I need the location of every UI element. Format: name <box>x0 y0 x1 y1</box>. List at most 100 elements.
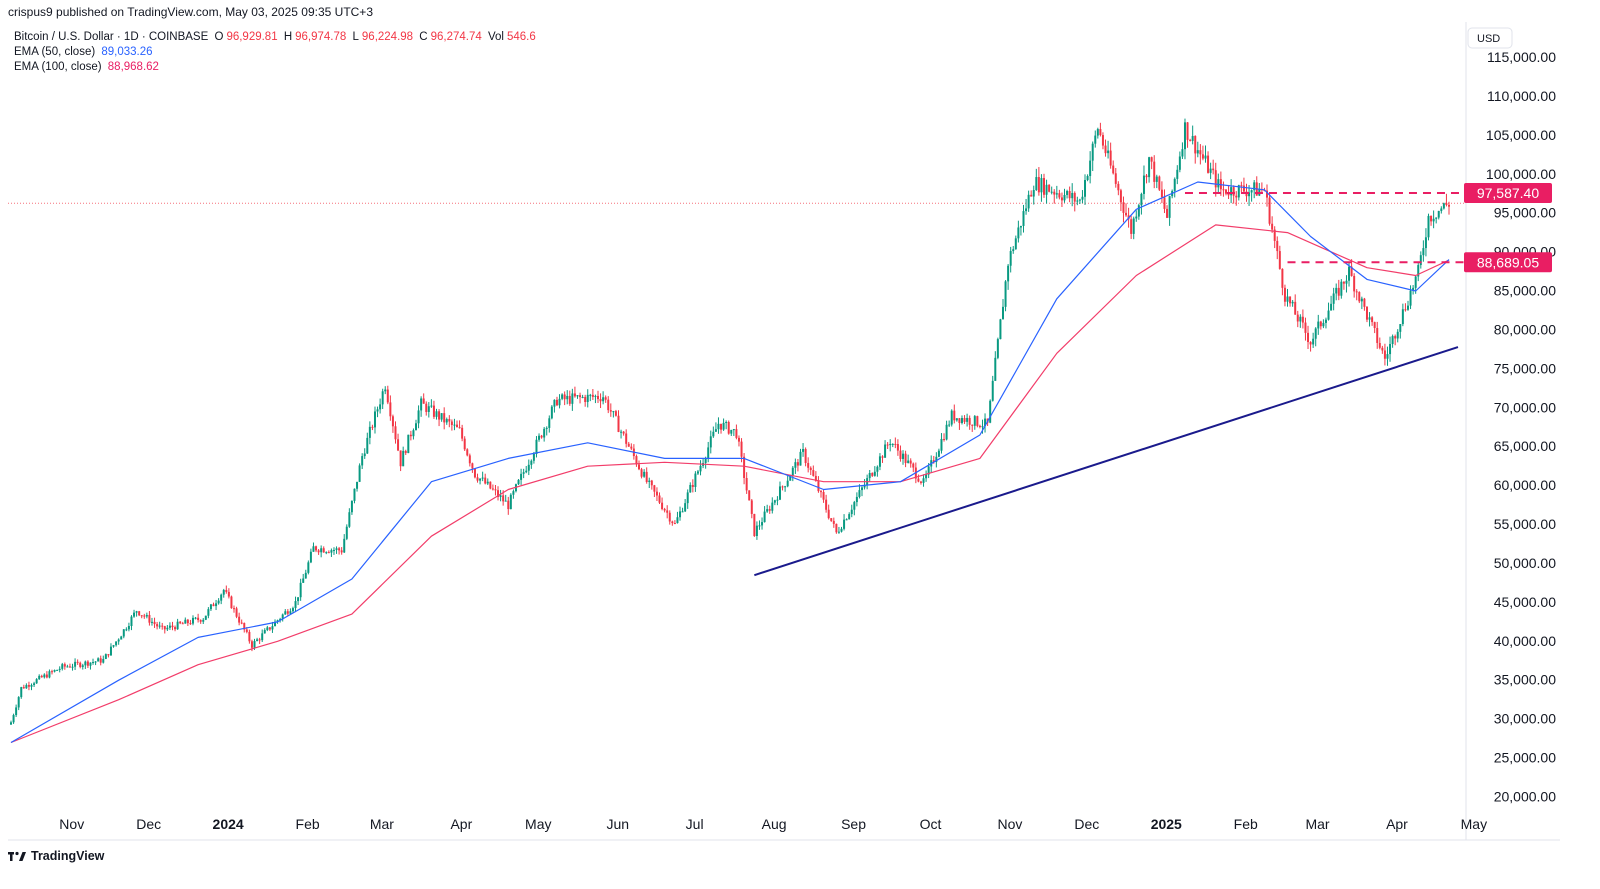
candle-body <box>368 426 371 438</box>
candle-body <box>125 629 128 631</box>
candle-body <box>538 435 541 440</box>
candle-body <box>753 513 756 536</box>
candle-body <box>527 464 530 471</box>
candle-body <box>1348 266 1351 281</box>
candle-body <box>317 550 320 553</box>
candle-body <box>30 685 33 687</box>
tradingview-brand[interactable]: TradingView <box>8 849 104 863</box>
candle-body <box>1327 310 1330 320</box>
price-tick-label: 115,000.00 <box>1487 49 1556 65</box>
candle-body <box>240 622 243 624</box>
candle-body <box>289 611 292 614</box>
candle-body <box>758 525 761 527</box>
candle-body <box>479 478 482 481</box>
candle-body <box>217 600 220 604</box>
legend-ema100-row[interactable]: EMA (100, close) 88,968.62 <box>14 61 162 73</box>
candle-body <box>955 418 958 421</box>
currency-badge[interactable] <box>1467 27 1513 49</box>
candle-body <box>1291 301 1294 304</box>
candle-body <box>481 477 484 479</box>
candle-body <box>204 615 207 620</box>
candle-body <box>525 470 528 473</box>
candle-body <box>835 523 838 533</box>
candle-body <box>837 531 840 533</box>
price-tick-label: 50,000.00 <box>1494 555 1556 571</box>
candle-body <box>868 472 871 479</box>
candle-body <box>1268 197 1271 224</box>
candle-body <box>725 422 728 424</box>
candle-body <box>1217 179 1220 188</box>
candle-body <box>399 450 402 467</box>
candle-body <box>225 590 228 592</box>
drawings-overlay[interactable] <box>754 192 1466 577</box>
candle-body <box>1314 328 1317 339</box>
candle-body <box>245 629 248 632</box>
price-axis[interactable]: USD 20,000.00 25,000.00 30,000.00 35,000.00… <box>1467 27 1556 805</box>
candle-body <box>156 624 159 627</box>
candle-body <box>489 481 492 489</box>
candle-body <box>840 528 843 532</box>
candle-body <box>1273 229 1276 241</box>
symbol-title[interactable]: Bitcoin / U.S. Dollar · 1D · COINBASE <box>14 31 209 43</box>
price-tick-label: 70,000.00 <box>1494 399 1556 415</box>
price-tick-label: 100,000.00 <box>1486 166 1556 182</box>
candle-body <box>1440 208 1443 211</box>
time-axis[interactable]: Nov Dec 2024 Feb Mar Apr May Jun Jul Aug Sep Oct Nov… <box>59 816 1487 832</box>
candle-body <box>720 423 723 430</box>
candle-body <box>476 477 479 481</box>
candle-body <box>1301 316 1304 323</box>
price-tick-label: 80,000.00 <box>1494 321 1556 337</box>
candle-body <box>617 415 620 432</box>
candle-body <box>1148 157 1151 178</box>
candle-body <box>363 453 366 457</box>
candle-body <box>1232 187 1235 196</box>
candle-body <box>233 608 236 610</box>
candle-body <box>322 548 325 553</box>
time-tick-label: Feb <box>1234 816 1258 832</box>
time-tick-label: Dec <box>1074 816 1099 832</box>
candle-body <box>1099 129 1102 136</box>
candle-body <box>584 396 587 403</box>
candle-body <box>1350 266 1353 276</box>
candle-body <box>1166 208 1169 218</box>
time-tick-label: Oct <box>920 816 942 832</box>
price-tick-label: 35,000.00 <box>1494 672 1556 688</box>
candle-body <box>543 428 546 438</box>
candle-body <box>1242 185 1245 192</box>
candle-body <box>1299 316 1302 322</box>
candle-body <box>330 550 333 553</box>
time-tick-label: Mar <box>370 816 394 832</box>
candle-body <box>33 683 36 686</box>
candle-body <box>92 662 95 664</box>
candle-body <box>763 511 766 523</box>
candle-body <box>35 679 38 684</box>
candle-body <box>263 630 266 634</box>
legend-ema50-row[interactable]: EMA (50, close) 89,033.26 <box>14 46 156 58</box>
candle-body <box>891 443 894 445</box>
candle-body <box>297 597 300 602</box>
candle-body <box>261 633 264 641</box>
candle-body <box>927 466 930 475</box>
candle-body <box>38 675 41 680</box>
candle-body <box>704 458 707 463</box>
candle-body <box>845 519 848 521</box>
candle-body <box>427 406 430 412</box>
candle-body <box>1445 203 1448 205</box>
candle-body <box>594 395 597 397</box>
candle-body <box>1004 281 1007 307</box>
candle-body <box>784 486 787 488</box>
candle-body <box>414 423 417 431</box>
candle-body <box>1053 191 1056 195</box>
candle-body <box>1342 281 1345 284</box>
candle-body <box>596 395 599 400</box>
candle-body <box>1307 332 1310 343</box>
candle-body <box>627 443 630 447</box>
candle-body <box>709 436 712 448</box>
candles <box>10 118 1450 725</box>
close-value: 96,274.74 <box>430 31 482 43</box>
candle-body <box>76 661 79 663</box>
candle-body <box>1191 135 1194 141</box>
candle-body <box>876 466 879 472</box>
